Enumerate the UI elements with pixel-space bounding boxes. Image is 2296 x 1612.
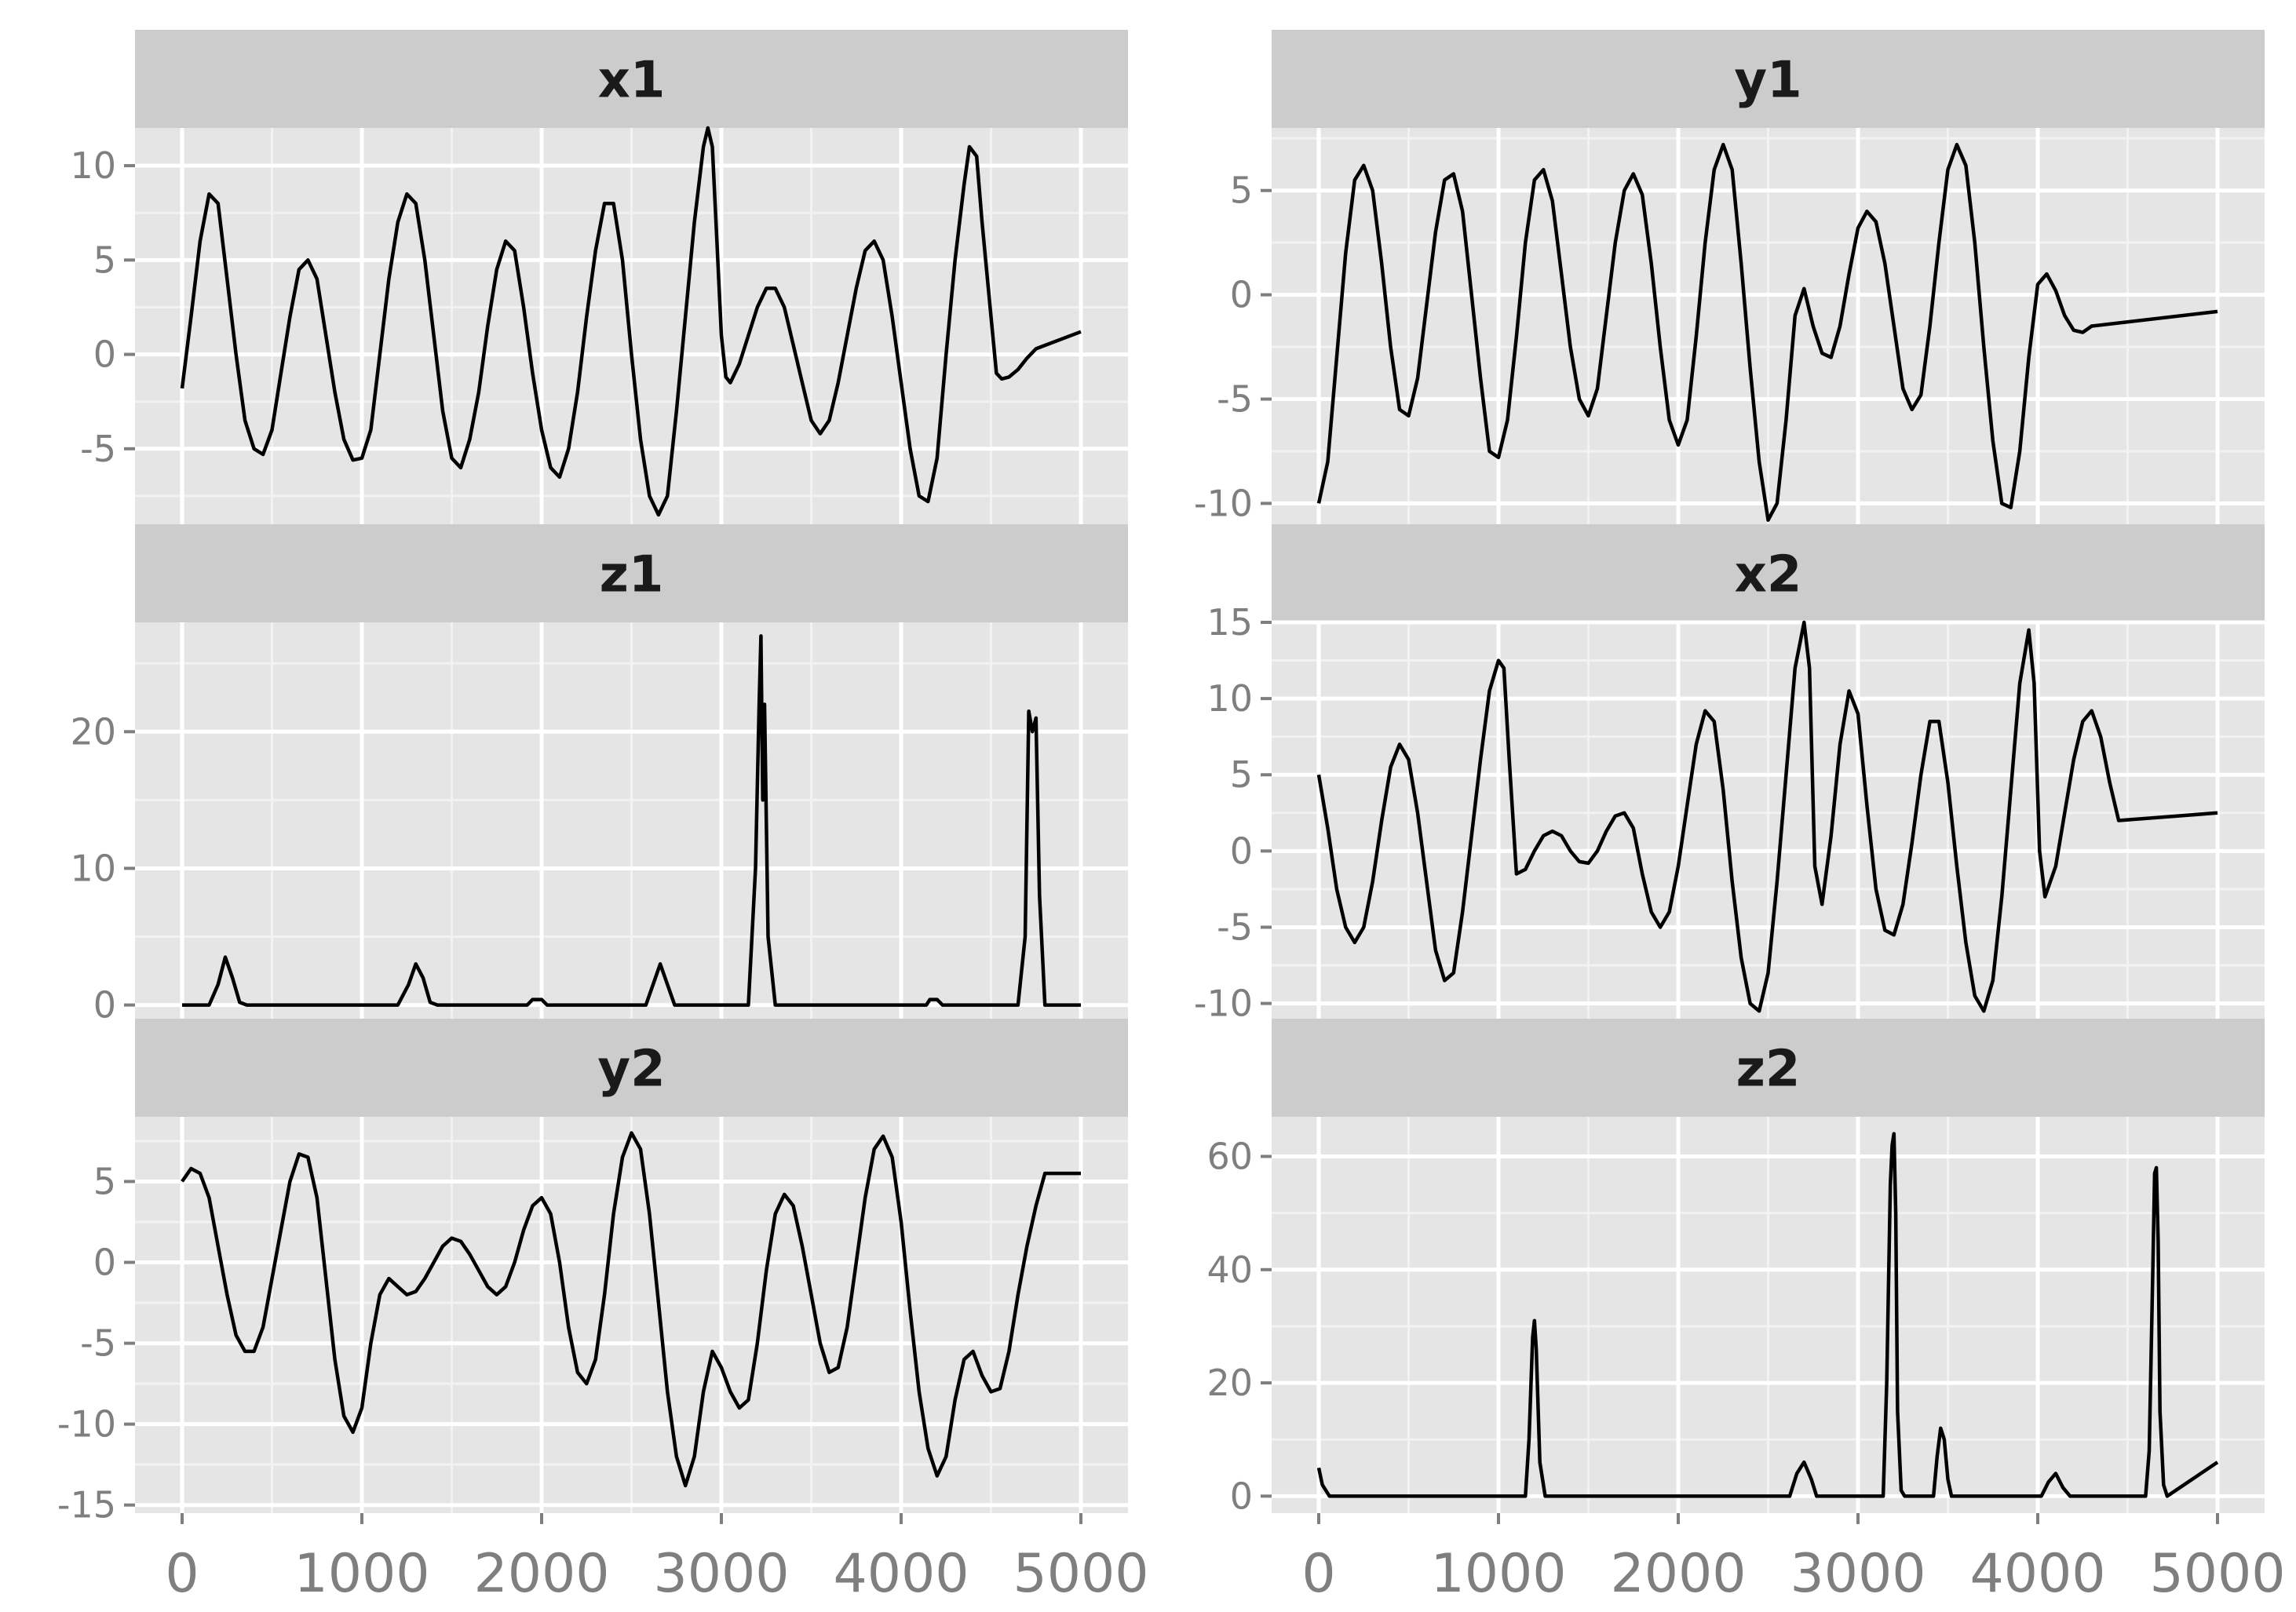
y-tick-label: 0 xyxy=(1230,274,1253,316)
y-tick-label: -5 xyxy=(80,428,116,470)
facet-panel-x1: x1 -5 0 5 10 xyxy=(70,30,1128,535)
y-tick-label: 0 xyxy=(93,1242,116,1284)
strip-background xyxy=(135,30,1128,128)
y-tick-label: 5 xyxy=(93,1160,116,1202)
y-tick-label: 20 xyxy=(70,710,116,753)
y-tick-label: 0 xyxy=(93,984,116,1027)
strip-title: x2 xyxy=(1735,546,1802,604)
x-tick-label: 5000 xyxy=(2149,1543,2285,1605)
series-line-z2 xyxy=(1316,1132,2219,1498)
y-tick-label: -15 xyxy=(57,1484,116,1526)
y-tick-label: 5 xyxy=(1230,170,1253,212)
y-tick-label: 10 xyxy=(1206,677,1253,720)
y-tick-label: 0 xyxy=(93,334,116,376)
y-tick-label: 20 xyxy=(1206,1362,1253,1404)
x-tick-label: 1000 xyxy=(294,1543,429,1605)
x-tick-label: 0 xyxy=(165,1543,199,1605)
x-tick-label: 1000 xyxy=(1430,1543,1566,1605)
strip-background xyxy=(1272,1019,2265,1117)
strip-title: z2 xyxy=(1736,1041,1801,1099)
x-tick-label: 3000 xyxy=(653,1543,789,1605)
strip-title: y1 xyxy=(1734,52,1801,110)
x-tick-label: 5000 xyxy=(1013,1543,1148,1605)
y-tick-label: -5 xyxy=(1217,378,1253,421)
y-tick-label: 40 xyxy=(1206,1249,1253,1291)
facet-panels: x1 -5 0 5 10 y1 -10 -5 0 5 z1 0 10 20 x2 -10 -5 0 5 10 15 y2 -… xyxy=(57,30,2286,1605)
strip-title: y2 xyxy=(597,1041,665,1099)
facet-panel-x2: x2 -10 -5 0 5 10 15 xyxy=(1194,524,2265,1030)
series-line-z1 xyxy=(182,634,1081,1007)
facet-panel-y2: y2 -15 -10 -5 0 5 0 1000 2000 3000 4000 5000 xyxy=(57,1019,1149,1605)
y-tick-label: -10 xyxy=(57,1403,116,1446)
series-line-x2 xyxy=(1316,620,2218,1013)
y-tick-label: -10 xyxy=(1194,482,1253,524)
y-tick-label: -10 xyxy=(1194,983,1253,1025)
strip-title: x1 xyxy=(598,52,666,110)
series-line-y1 xyxy=(1316,143,2218,522)
strip-background xyxy=(1272,30,2265,128)
y-tick-label: 10 xyxy=(70,847,116,889)
strip-background xyxy=(135,1019,1128,1117)
y-tick-label: 60 xyxy=(1206,1136,1253,1178)
strip-background xyxy=(1272,524,2265,622)
y-tick-label: 5 xyxy=(93,239,116,281)
y-tick-label: -5 xyxy=(80,1322,116,1365)
y-tick-label: 15 xyxy=(1206,601,1253,644)
y-tick-label: 5 xyxy=(1230,753,1253,796)
facet-panel-y1: y1 -10 -5 0 5 xyxy=(1194,30,2265,535)
facet-panel-z1: z1 0 10 20 xyxy=(70,524,1128,1030)
x-tick-label: 3000 xyxy=(1790,1543,1926,1605)
x-tick-label: 2000 xyxy=(473,1543,609,1605)
x-tick-label: 4000 xyxy=(1969,1543,2105,1605)
x-tick-label: 2000 xyxy=(1610,1543,1746,1605)
y-tick-label: -5 xyxy=(1217,906,1253,948)
facet-panel-z2: z2 0 20 40 60 0 1000 2000 3000 4000 5000 xyxy=(1206,1019,2286,1605)
strip-title: z1 xyxy=(600,546,664,604)
y-tick-label: 10 xyxy=(70,144,116,187)
strip-background xyxy=(135,524,1128,622)
series-line-x1 xyxy=(180,126,1082,517)
x-tick-label: 0 xyxy=(1301,1543,1335,1605)
y-tick-label: 0 xyxy=(1230,830,1253,872)
y-tick-label: 0 xyxy=(1230,1475,1253,1517)
x-tick-label: 4000 xyxy=(833,1543,969,1605)
series-line-y2 xyxy=(181,1131,1081,1488)
